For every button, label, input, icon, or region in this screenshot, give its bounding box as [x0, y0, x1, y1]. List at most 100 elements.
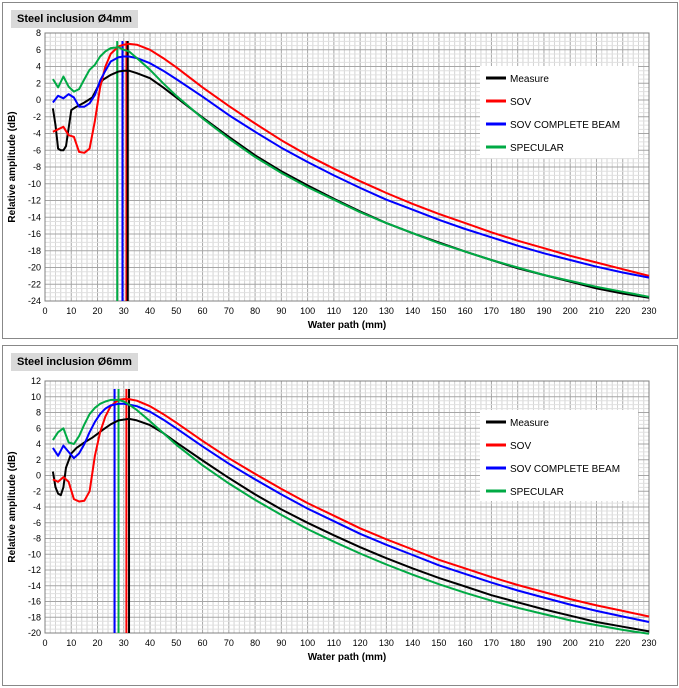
y-tick-label: -10 — [28, 549, 41, 559]
y-tick-label: -6 — [33, 518, 41, 528]
y-tick-label: -14 — [28, 581, 41, 591]
x-tick-label: 110 — [327, 306, 341, 316]
x-tick-label: 10 — [66, 306, 76, 316]
y-tick-label: 6 — [36, 45, 41, 55]
x-axis-label: Water path (mm) — [308, 320, 387, 331]
x-tick-label: 70 — [224, 638, 234, 648]
series-line-specular — [52, 398, 650, 635]
x-axis-label: Water path (mm) — [308, 652, 387, 663]
x-tick-label: 150 — [431, 638, 446, 648]
y-tick-label: -16 — [28, 229, 41, 239]
x-tick-label: 40 — [145, 306, 155, 316]
x-tick-label: 140 — [405, 306, 420, 316]
y-tick-label: 2 — [36, 455, 41, 465]
series-line-sov — [52, 42, 650, 277]
y-tick-label: -4 — [33, 502, 41, 512]
y-tick-label: -4 — [33, 129, 41, 139]
series-line-sov — [52, 398, 650, 618]
x-tick-label: 210 — [589, 306, 604, 316]
y-tick-label: 0 — [36, 471, 41, 481]
chart-panel-steel-6mm: Steel inclusion Ø6mm 0 10 20 30 40 50 60 70 80 90… — [2, 345, 678, 686]
x-tick-label: 90 — [276, 638, 286, 648]
y-tick-label: -8 — [33, 162, 41, 172]
x-tick-label: 20 — [93, 638, 103, 648]
x-tick-label: 30 — [119, 638, 129, 648]
y-tick-label: -14 — [28, 212, 41, 222]
x-tick-label: 160 — [458, 638, 473, 648]
x-tick-label: 160 — [458, 306, 473, 316]
x-tick-label: 220 — [615, 306, 630, 316]
chart-title: Steel inclusion Ø4mm — [11, 10, 138, 28]
y-axis-label: Relative amplitude (dB) — [7, 451, 18, 562]
x-tick-label: 130 — [379, 638, 394, 648]
x-tick-label: 180 — [510, 306, 525, 316]
legend-box — [480, 410, 638, 501]
x-tick-label: 10 — [66, 638, 76, 648]
x-tick-label: 140 — [405, 638, 420, 648]
x-tick-label: 170 — [484, 638, 499, 648]
x-tick-label: 210 — [589, 638, 604, 648]
x-tick-label: 120 — [353, 306, 368, 316]
y-tick-label: -18 — [28, 612, 41, 622]
x-tick-label: 90 — [276, 306, 286, 316]
x-tick-label: 150 — [431, 306, 446, 316]
x-tick-label: 200 — [563, 306, 578, 316]
legend-label-sov-complete-beam: SOV COMPLETE BEAM — [510, 120, 620, 131]
y-tick-label: -10 — [28, 179, 41, 189]
legend: Measure SOV SOV COMPLETE BEAM SPECULAR — [480, 410, 638, 501]
x-tick-label: 190 — [536, 638, 551, 648]
y-tick-label: -8 — [33, 534, 41, 544]
y-tick-label: -2 — [33, 112, 41, 122]
y-tick-label: -20 — [28, 263, 41, 273]
x-tick-label: 130 — [379, 306, 394, 316]
x-tick-label: 70 — [224, 306, 234, 316]
x-tick-label: 20 — [93, 306, 103, 316]
x-tick-label: 0 — [42, 638, 47, 648]
x-tick-label: 100 — [300, 638, 315, 648]
x-tick-label: 50 — [171, 638, 181, 648]
plot-frame — [44, 32, 650, 302]
x-tick-label: 220 — [615, 638, 630, 648]
plot-frame — [44, 380, 650, 634]
y-tick-label: -12 — [28, 565, 41, 575]
x-tick-label: 110 — [327, 638, 341, 648]
y-tick-label: -22 — [28, 279, 41, 289]
y-tick-label: 8 — [36, 408, 41, 418]
y-tick-label: -18 — [28, 246, 41, 256]
x-tick-label: 60 — [198, 306, 208, 316]
legend-label-sov: SOV — [510, 441, 531, 452]
x-tick-label: 100 — [300, 306, 315, 316]
x-tick-label: 180 — [510, 638, 525, 648]
y-tick-label: -24 — [28, 296, 41, 306]
legend-label-specular: SPECULAR — [510, 143, 564, 154]
y-tick-label: -20 — [28, 628, 41, 638]
y-tick-label: 6 — [36, 423, 41, 433]
x-tick-label: 190 — [536, 306, 551, 316]
x-tick-label: 230 — [641, 306, 656, 316]
y-tick-label: -16 — [28, 597, 41, 607]
chart-title: Steel inclusion Ø6mm — [11, 353, 138, 371]
y-tick-label: -12 — [28, 196, 41, 206]
y-tick-label: 12 — [31, 376, 41, 386]
x-tick-label: 50 — [171, 306, 181, 316]
y-tick-label: 4 — [36, 439, 41, 449]
y-axis-label: Relative amplitude (dB) — [7, 111, 18, 222]
legend-label-measure: Measure — [510, 418, 549, 429]
chart-svg: 0 10 20 30 40 50 60 70 80 90 100 110 120 130 140 150 160… — [7, 376, 657, 663]
y-tick-label: 4 — [36, 62, 41, 72]
x-tick-label: 80 — [250, 306, 260, 316]
legend-label-specular: SPECULAR — [510, 487, 564, 498]
series-line-sov-complete-beam — [52, 55, 650, 279]
legend-box — [480, 66, 638, 158]
x-tick-label: 120 — [353, 638, 368, 648]
y-tick-label: -2 — [33, 486, 41, 496]
legend-label-sov: SOV — [510, 97, 531, 108]
series-line-specular — [52, 46, 650, 298]
y-tick-label: 0 — [36, 95, 41, 105]
legend-label-sov-complete-beam: SOV COMPLETE BEAM — [510, 464, 620, 475]
legend: Measure SOV SOV COMPLETE BEAM SPECULAR — [480, 66, 638, 158]
x-tick-label: 60 — [198, 638, 208, 648]
y-tick-label: 10 — [31, 392, 41, 402]
legend-label-measure: Measure — [510, 74, 549, 85]
y-tick-label: 8 — [36, 28, 41, 38]
